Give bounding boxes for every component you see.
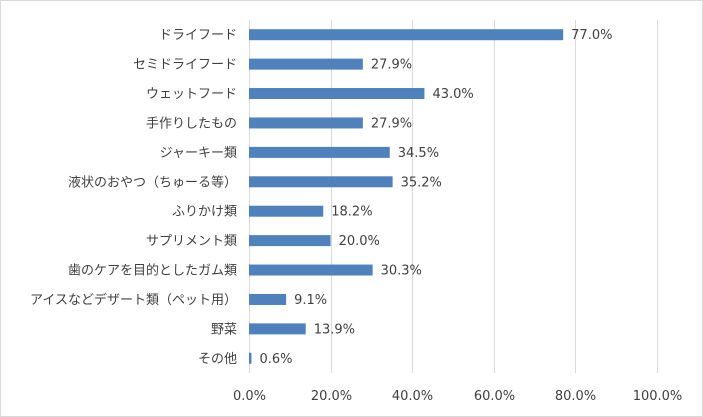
labels: 0.0% 20.0% 40.0% 60.0% 80.0% 100.0% ドライフード 77.0… [30,28,682,404]
data-label: 0.6% [259,352,292,367]
bar [249,29,564,41]
category-label: セミドライフード [133,58,237,73]
category-label: サプリメント類 [146,234,237,249]
bar [249,293,287,305]
bar [249,176,393,188]
data-label: 13.9% [314,322,355,337]
category-label: 液状のおやつ（ちゅーる等） [68,174,237,190]
category-label: ジャーキー類 [160,146,237,161]
category-label: ふりかけ類 [172,205,237,220]
data-label: 77.0% [571,28,612,43]
category-label: 野菜 [211,322,237,337]
data-label: 27.9% [371,116,412,131]
bar [249,264,373,276]
category-label: ウェットフード [146,87,237,102]
x-tick-label: 60.0% [474,389,515,404]
category-label: 手作りしたもの [146,116,237,131]
category-label: ドライフード [159,28,237,43]
bar [249,235,331,247]
data-label: 20.0% [339,234,380,249]
data-label: 9.1% [294,293,327,308]
x-tick-label: 100.0% [633,389,683,404]
category-label: その他 [198,352,237,367]
data-label: 30.3% [381,264,422,279]
data-label: 43.0% [432,87,473,102]
bar [249,205,324,217]
bars [249,29,564,364]
x-tick-label: 20.0% [311,389,352,404]
x-tick-label: 40.0% [392,389,433,404]
gridlines [249,20,658,373]
category-label: 歯のケアを目的としたガム類 [68,263,237,279]
bar [249,117,363,129]
bar [249,88,425,100]
category-label: アイスなどデザート類（ペット用） [30,292,237,308]
data-label: 27.9% [371,58,412,73]
bar [249,58,363,70]
data-label: 18.2% [331,205,372,220]
bar [249,323,306,335]
x-tick-label: 0.0% [233,389,266,404]
data-label: 34.5% [398,146,439,161]
bar [249,146,390,158]
x-tick-label: 80.0% [555,389,596,404]
bar [249,352,252,364]
data-label: 35.2% [401,175,442,190]
